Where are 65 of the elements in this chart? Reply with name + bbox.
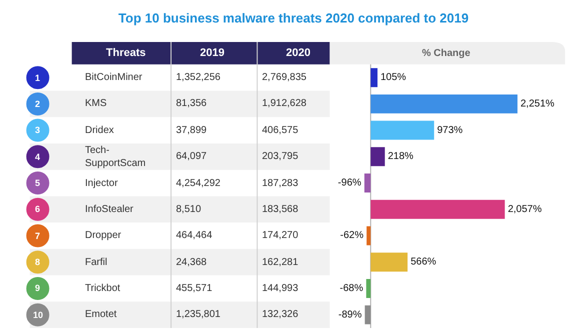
bar [370,252,408,272]
text: 406,575 [262,125,299,136]
text: 174,270 [262,230,299,241]
y-tick-label: 3 [35,125,40,135]
text: 183,568 [262,204,299,215]
text: 2,769,835 [262,72,307,83]
y-tick-label: 5 [35,178,40,188]
text: 2019 [200,47,224,59]
text: 2020 [286,47,310,59]
data-label: -68% [340,282,364,294]
text: Farfil [85,257,108,268]
text: 81,356 [176,98,208,109]
text: 464,464 [176,230,213,241]
bar [370,68,378,88]
text: Emotet [85,309,117,320]
data-label: 105% [380,72,406,84]
text: Injector [85,178,118,189]
data-label: 566% [410,256,436,268]
text: InfoStealer [85,204,134,215]
text: Top 10 business malware threats 2020 compared to 2019 [118,10,469,26]
y-tick-label: 8 [35,257,40,267]
bar [366,278,371,298]
bar [370,147,385,166]
x-axis-title: % Change [422,48,471,59]
text: Tech- SupportScam [85,145,146,169]
y-tick-label: 4 [35,152,40,162]
data-label: -89% [338,309,362,320]
data-label: 218% [388,151,414,162]
text: 4,254,292 [176,178,221,189]
bar [364,305,371,324]
text: 144,993 [262,283,299,294]
text: 8,510 [176,204,202,215]
text: 1,235,801 [176,309,221,320]
bar [370,200,505,219]
text: 162,281 [262,257,299,268]
text: 24,368 [176,257,208,268]
data-label: -96% [338,178,362,189]
text: Dridex [85,125,114,136]
y-tick-label: 1 [35,73,40,83]
data-label: -62% [340,230,364,242]
text: BitCoinMiner [85,72,143,83]
data-label: 2,251% [520,98,554,110]
text: 455,571 [176,283,213,294]
bar [370,94,518,114]
y-tick-label: 2 [35,99,40,109]
text: Trickbot [85,283,120,294]
data-label: 2,057% [508,204,542,215]
bar [364,174,371,193]
y-tick-label: 7 [35,231,40,241]
data-label: 973% [437,124,463,136]
text: Dropper [85,230,122,241]
text: 1,912,628 [262,98,307,109]
bar [366,226,371,246]
y-tick-label: 9 [35,283,40,293]
bar [370,120,434,140]
text: 203,795 [262,151,299,162]
text: 37,899 [176,125,208,136]
text: 187,283 [262,178,299,189]
text: Threats [106,47,146,59]
text: 64,097 [176,151,208,162]
text: KMS [85,98,107,109]
y-tick-label: 10 [33,310,44,320]
text: 1,352,256 [176,72,221,83]
text: 132,326 [262,309,299,320]
y-tick-label: 6 [35,204,40,214]
